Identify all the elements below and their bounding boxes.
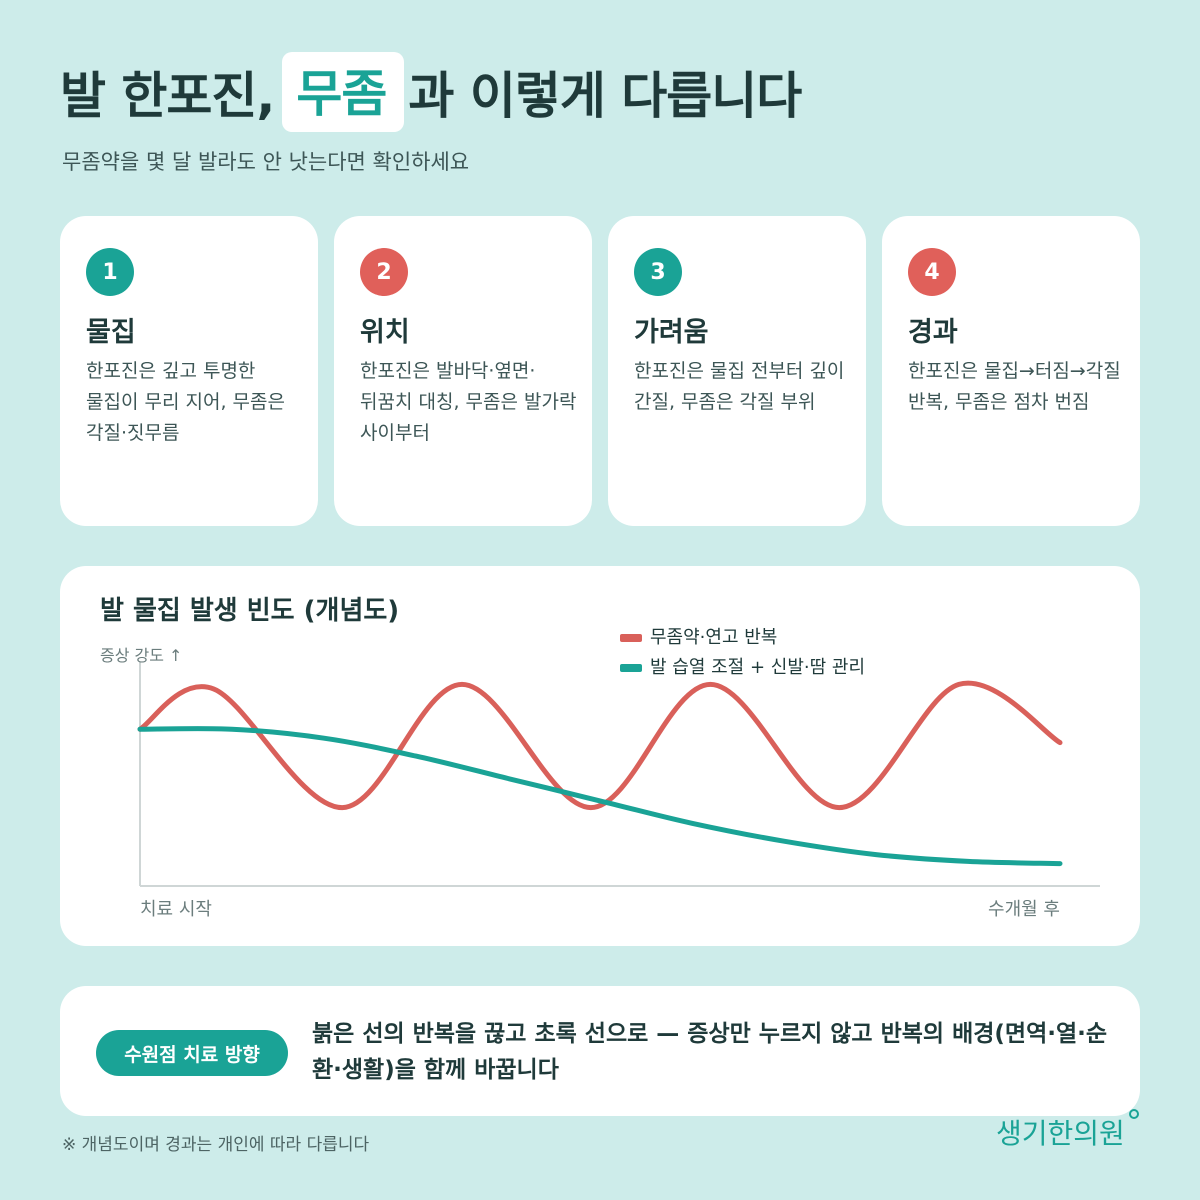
footnote: ※ 개념도이며 경과는 개인에 따라 다릅니다 (62, 1135, 370, 1155)
legend-swatch-management (620, 664, 642, 672)
legend-swatch-ointment (620, 634, 642, 642)
legend-label-ointment: 무좀약·연고 반복 (650, 627, 777, 648)
card-body: 한포진은 깊고 투명한 물집이 무리 지어, 무좀은 각질·짓무름 (86, 360, 285, 444)
series-line-ointment (137, 680, 1063, 811)
page-title: 발 한포진, 무좀 과 이렇게 다릅니다 (60, 52, 802, 132)
x-axis-start-label: 치료 시작 (140, 899, 212, 920)
logo-text: 생기한의원 (996, 1117, 1125, 1150)
treatment-direction-panel: 수원점 치료 방향 붉은 선의 반복을 끊고 초록 선으로 — 증상만 누르지 … (60, 986, 1140, 1116)
card-title: 위치 (360, 317, 410, 348)
y-axis-label: 증상 강도 ↑ (100, 646, 182, 665)
card-title: 가려움 (634, 317, 709, 348)
card-body: 한포진은 물집 전부터 깊이 간질, 무좀은 각질 부위 (634, 360, 845, 413)
x-axis-end-label: 수개월 후 (988, 899, 1060, 920)
page-subtitle: 무좀약을 몇 달 발라도 안 낫는다면 확인하세요 (62, 150, 470, 174)
title-part-2: 과 이렇게 다릅니다 (408, 67, 802, 125)
chart-panel: 발 물집 발생 빈도 (개념도) 증상 강도 ↑ 치료 시작 수개월 후 무좀약… (60, 566, 1140, 946)
chart-title: 발 물집 발생 빈도 (개념도) (100, 596, 400, 626)
treatment-direction-badge: 수원점 치료 방향 (96, 1030, 288, 1076)
card-progress: 4 경과 한포진은 물집→터짐→각질 반복, 무좀은 점차 번짐 (882, 216, 1140, 526)
card-number-badge: 2 (360, 248, 408, 296)
chart-svg: 증상 강도 ↑ 치료 시작 수개월 후 무좀약·연고 반복 발 습열 조절 + … (100, 627, 1100, 920)
card-number-badge: 1 (86, 248, 134, 296)
title-highlight: 무좀 (282, 52, 405, 132)
card-body: 한포진은 물집→터짐→각질 반복, 무좀은 점차 번짐 (908, 360, 1121, 413)
logo-dot-icon (1128, 1109, 1139, 1119)
card-title: 경과 (908, 317, 958, 348)
card-itch: 3 가려움 한포진은 물집 전부터 깊이 간질, 무좀은 각질 부위 (608, 216, 866, 526)
title-part-1: 발 한포진, (60, 67, 275, 125)
clinic-logo: 생기한의원 (996, 1109, 1139, 1152)
card-number-badge: 4 (908, 248, 956, 296)
card-body: 한포진은 발바닥·옆면·뒤꿈치 대칭, 무좀은 발가락 사이부터 (360, 360, 577, 444)
card-title: 물집 (86, 317, 136, 348)
legend-label-management: 발 습열 조절 + 신발·땀 관리 (650, 657, 865, 678)
card-number-badge: 3 (634, 248, 682, 296)
card-location: 2 위치 한포진은 발바닥·옆면·뒤꿈치 대칭, 무좀은 발가락 사이부터 (334, 216, 592, 526)
card-blister: 1 물집 한포진은 깊고 투명한 물집이 무리 지어, 무좀은 각질·짓무름 (60, 216, 318, 526)
series-line-management (137, 726, 1063, 867)
treatment-direction-text: 붉은 선의 반복을 끊고 초록 선으로 — 증상만 누르지 않고 반복의 배경(… (312, 1021, 1108, 1083)
